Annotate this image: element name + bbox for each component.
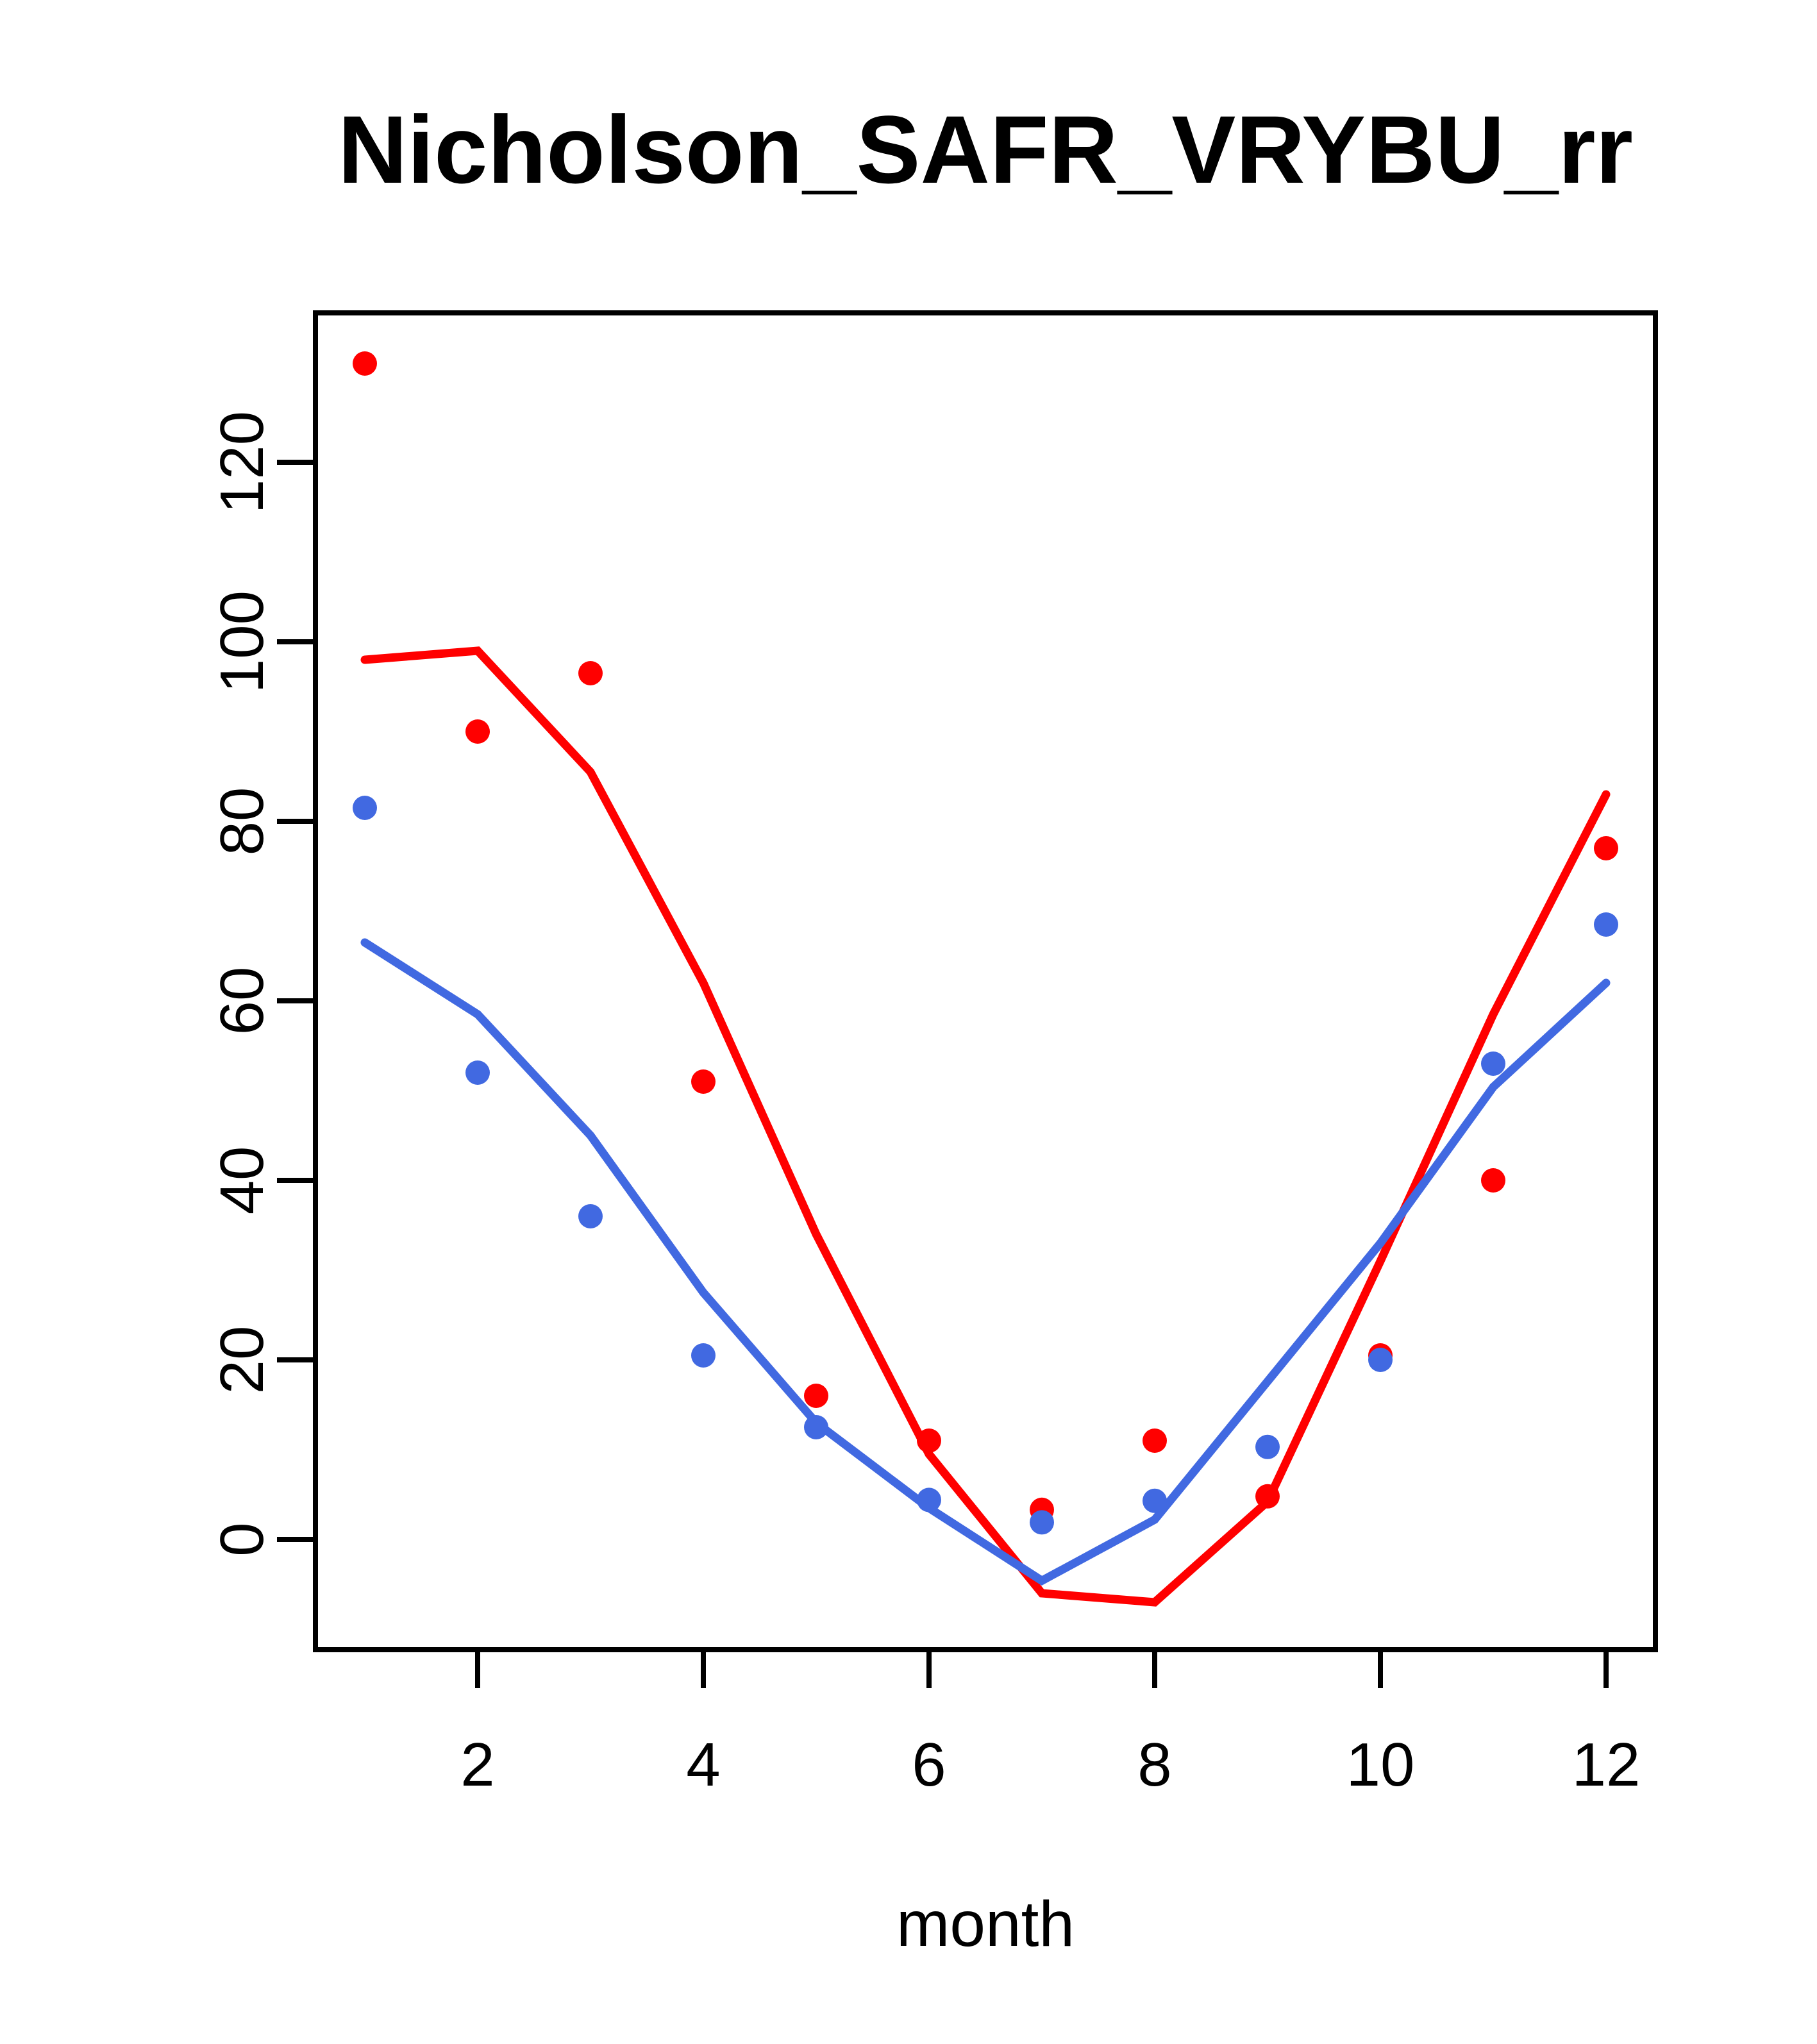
blue-points-marker — [578, 1204, 603, 1228]
blue-points-marker — [1030, 1510, 1054, 1535]
y-tick-label: 40 — [208, 1146, 276, 1215]
series-lines — [360, 646, 1611, 1607]
red-points-marker — [1143, 1428, 1167, 1453]
red-points-marker — [804, 1384, 828, 1408]
red-points-marker — [1594, 836, 1618, 860]
red-points-marker — [917, 1428, 941, 1453]
blue-line — [360, 938, 1611, 1586]
red-line — [360, 646, 1611, 1607]
x-axis-label: month — [896, 1888, 1075, 1960]
blue-points-marker — [917, 1487, 941, 1512]
x-tick-label: 12 — [1572, 1730, 1641, 1799]
y-tick-label: 100 — [208, 591, 276, 693]
x-tick-label: 4 — [686, 1730, 720, 1799]
blue-points-marker — [691, 1343, 716, 1368]
red-points-marker — [1255, 1484, 1280, 1509]
blue-points-marker — [1255, 1434, 1280, 1459]
y-tick-label: 0 — [208, 1522, 276, 1556]
x-tick-label: 10 — [1346, 1730, 1415, 1799]
plot-box — [313, 310, 1658, 1652]
series-points — [353, 351, 1618, 1535]
red-points-marker — [465, 719, 490, 744]
x-axis: 2 4 6 8 10 12 — [460, 1650, 1640, 1799]
red-points-marker — [691, 1069, 716, 1094]
chart-title: Nicholson_SAFR_VRYBU_rr — [338, 96, 1633, 203]
blue-points-marker — [1143, 1488, 1167, 1513]
blue-points-marker — [1368, 1348, 1393, 1372]
y-axis: 0 20 40 60 80 100 120 — [208, 411, 315, 1557]
x-tick-label: 6 — [912, 1730, 946, 1799]
y-tick-label: 60 — [208, 967, 276, 1035]
y-tick-label: 80 — [208, 787, 276, 856]
blue-points-marker — [1481, 1051, 1505, 1076]
blue-points-marker — [465, 1060, 490, 1085]
x-tick-label: 2 — [460, 1730, 494, 1799]
red-points-marker — [578, 661, 603, 685]
blue-points-marker — [804, 1415, 828, 1439]
y-tick-label: 120 — [208, 411, 276, 514]
x-tick-label: 8 — [1137, 1730, 1171, 1799]
y-tick-label: 20 — [208, 1326, 276, 1395]
red-points-marker — [353, 351, 377, 376]
blue-points-marker — [353, 796, 377, 820]
red-points-marker — [1481, 1168, 1505, 1193]
blue-points-marker — [1594, 912, 1618, 937]
